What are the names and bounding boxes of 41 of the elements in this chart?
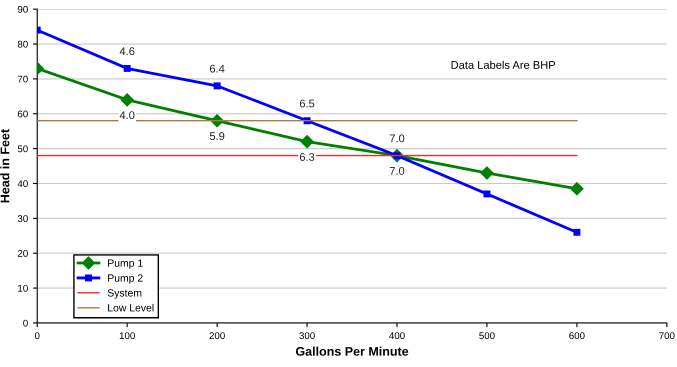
legend-label: Low Level xyxy=(108,304,154,312)
point xyxy=(480,166,494,180)
legend-label: System xyxy=(108,289,142,299)
point xyxy=(573,228,580,236)
y-tick-label: 0 xyxy=(23,320,28,327)
point xyxy=(124,64,131,72)
x-axis-title: Gallons Per Minute xyxy=(296,346,408,356)
y-tick-label: 50 xyxy=(18,145,28,152)
legend-label: Pump 1 xyxy=(108,260,143,269)
annotation: 5.9 xyxy=(210,132,224,140)
x-tick-label: 100 xyxy=(120,332,135,340)
x-tick-label: 300 xyxy=(299,332,315,340)
x-tick-label: 600 xyxy=(569,332,585,340)
annotation: 4.0 xyxy=(120,111,134,120)
annotation: 7.0 xyxy=(390,167,404,175)
legend-label: Pump 2 xyxy=(108,274,143,284)
x-tick-label: 0 xyxy=(34,332,40,340)
y-tick-label: 80 xyxy=(18,40,28,48)
y-tick-label: 90 xyxy=(18,6,28,13)
y-axis-title: Head in Feet xyxy=(0,129,10,202)
y-tick-label: 30 xyxy=(18,215,28,222)
x-tick-label: 700 xyxy=(659,332,675,340)
point xyxy=(120,93,134,106)
y-tick-label: 60 xyxy=(18,110,28,118)
annotation: 6.3 xyxy=(300,153,314,161)
x-tick-label: 500 xyxy=(479,332,495,340)
annotation: 6.5 xyxy=(300,100,314,108)
annotation: 7.0 xyxy=(390,134,404,142)
x-tick-label: 400 xyxy=(389,332,405,340)
y-tick-label: 10 xyxy=(18,284,28,292)
point xyxy=(300,135,314,148)
annotation: 4.6 xyxy=(120,47,134,56)
y-tick-label: 40 xyxy=(18,180,28,188)
y-tick-label: 70 xyxy=(18,76,28,83)
point xyxy=(570,182,584,196)
annotation: Data Labels Are BHP xyxy=(452,60,556,69)
point xyxy=(483,190,490,198)
annotation: 6.4 xyxy=(210,64,225,73)
y-tick-label: 20 xyxy=(18,250,28,257)
point xyxy=(214,82,221,90)
x-tick-label: 200 xyxy=(210,332,225,340)
